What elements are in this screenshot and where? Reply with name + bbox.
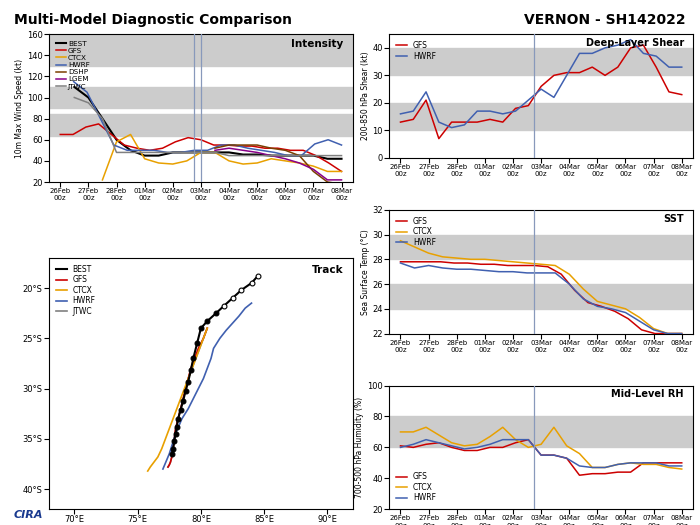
Text: Deep-Layer Shear: Deep-Layer Shear bbox=[586, 38, 684, 48]
Y-axis label: Sea Surface Temp (°C): Sea Surface Temp (°C) bbox=[360, 229, 370, 314]
Legend: GFS, HWRF: GFS, HWRF bbox=[393, 38, 439, 64]
Legend: BEST, GFS, CTCX, HWRF, JTWC: BEST, GFS, CTCX, HWRF, JTWC bbox=[52, 261, 99, 319]
Text: Multi-Model Diagnostic Comparison: Multi-Model Diagnostic Comparison bbox=[14, 13, 292, 27]
Bar bbox=[389, 48, 693, 76]
Text: Mid-Level RH: Mid-Level RH bbox=[611, 389, 684, 399]
Bar bbox=[389, 103, 693, 130]
Text: VERNON - SH142022: VERNON - SH142022 bbox=[524, 13, 686, 27]
Text: Intensity: Intensity bbox=[291, 38, 344, 48]
Bar bbox=[49, 114, 353, 135]
Y-axis label: 10m Max Wind Speed (kt): 10m Max Wind Speed (kt) bbox=[15, 58, 24, 158]
Y-axis label: 200-850 hPa Shear (kt): 200-850 hPa Shear (kt) bbox=[360, 51, 370, 140]
Legend: BEST, GFS, CTCX, HWRF, DSHP, LGEM, JTWC: BEST, GFS, CTCX, HWRF, DSHP, LGEM, JTWC bbox=[52, 38, 92, 92]
Text: Track: Track bbox=[312, 266, 344, 276]
Text: CIRA: CIRA bbox=[14, 510, 43, 520]
Bar bbox=[49, 87, 353, 108]
Legend: GFS, CTCX, HWRF: GFS, CTCX, HWRF bbox=[393, 469, 439, 506]
Y-axis label: 700-500 hPa Humidity (%): 700-500 hPa Humidity (%) bbox=[356, 397, 365, 498]
Bar bbox=[49, 34, 353, 66]
Legend: GFS, CTCX, HWRF: GFS, CTCX, HWRF bbox=[393, 214, 439, 250]
Bar bbox=[389, 235, 693, 259]
Text: SST: SST bbox=[664, 214, 684, 224]
Bar bbox=[389, 284, 693, 309]
Bar bbox=[389, 416, 693, 447]
